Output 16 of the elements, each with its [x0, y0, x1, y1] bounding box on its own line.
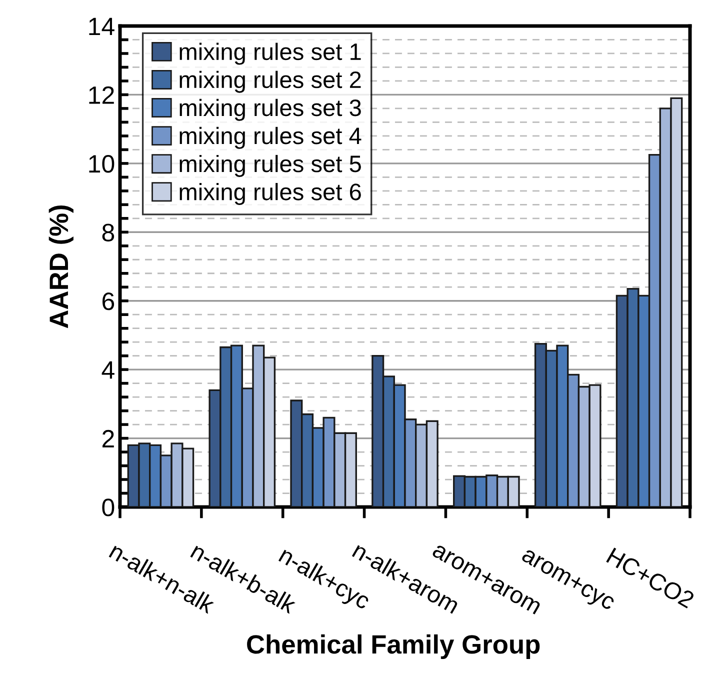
- y-tick-label: 10: [89, 155, 114, 173]
- legend-label: mixing rules set 2: [180, 70, 361, 93]
- legend-label: mixing rules set 6: [180, 182, 361, 205]
- y-tick-label: 6: [102, 292, 114, 310]
- y-tick-label: 0: [102, 498, 114, 516]
- y-axis-title: AARD (%): [48, 206, 74, 328]
- y-tick-label: 2: [102, 430, 114, 448]
- y-tick-label: 8: [102, 224, 114, 242]
- legend-label: mixing rules set 1: [180, 42, 361, 65]
- y-tick-label: 12: [89, 86, 114, 104]
- y-tick-label: 4: [102, 361, 114, 379]
- legend-label: mixing rules set 5: [180, 154, 361, 177]
- legend-label: mixing rules set 4: [180, 126, 362, 149]
- x-axis-title: Chemical Family Group: [247, 634, 540, 659]
- y-tick-label: 14: [89, 18, 114, 36]
- legend-label: mixing rules set 3: [180, 98, 361, 121]
